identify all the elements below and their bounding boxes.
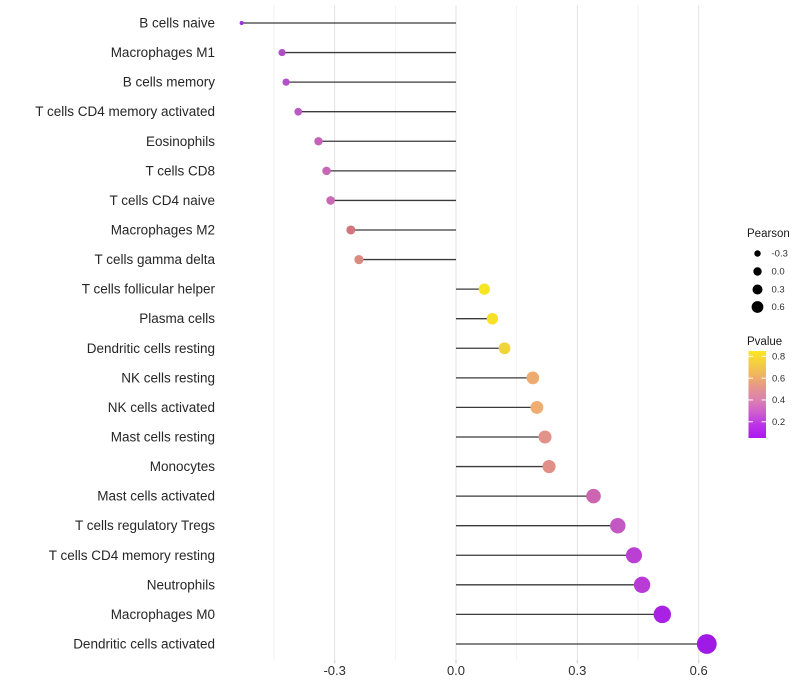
lollipop-dot [354, 254, 364, 265]
lollipop-dot [278, 48, 286, 57]
lollipop-stems [241, 22, 707, 645]
lollipop-dot [538, 430, 552, 444]
x-tick-label: -0.3 [323, 663, 345, 678]
category-label: Plasma cells [139, 311, 215, 326]
lollipop-dot [294, 107, 303, 116]
lollipop-dot [586, 488, 601, 504]
category-label: Macrophages M1 [111, 45, 215, 60]
category-label: Mast cells activated [97, 489, 215, 504]
category-label: Mast cells resting [111, 429, 215, 444]
legend: Pearson -0.3 0.0 0.3 0.6 Pvalue 0.8 0.6 0.4 0.2 [747, 228, 790, 438]
category-label: T cells CD4 memory activated [35, 104, 215, 119]
lollipop-dot [542, 459, 556, 474]
category-label: T cells follicular helper [82, 282, 216, 297]
legend-size-dot [752, 284, 763, 295]
legend-colorbar [748, 351, 766, 438]
lollipop-dot [478, 283, 490, 295]
lollipop-dots [239, 21, 717, 654]
category-label: T cells CD8 [145, 163, 215, 178]
lollipop-dot [239, 21, 244, 25]
legend-colorbar-label: 0.6 [772, 373, 785, 384]
lollipop-dot [696, 634, 717, 654]
lollipop-dot [625, 547, 643, 564]
legend-size-dot [753, 267, 762, 276]
category-label: T cells CD4 memory resting [49, 548, 215, 563]
lollipop-dot [498, 342, 511, 355]
legend-size-label: -0.3 [772, 249, 788, 260]
x-tick-label: 0.0 [447, 663, 465, 678]
category-label: Dendritic cells activated [73, 636, 215, 651]
category-label: T cells regulatory Tregs [75, 518, 215, 533]
lollipop-dot [633, 576, 651, 594]
legend-colorbar-label: 0.8 [772, 352, 785, 363]
category-label: Dendritic cells resting [87, 341, 215, 356]
legend-size-label: 0.0 [772, 267, 785, 278]
category-label: Macrophages M2 [111, 222, 215, 237]
lollipop-dot [326, 196, 335, 205]
category-label: Eosinophils [146, 134, 215, 149]
legend-color-title: Pvalue [747, 336, 782, 348]
category-label: T cells gamma delta [94, 252, 215, 267]
category-label: B cells memory [123, 75, 216, 90]
legend-size-label: 0.6 [772, 302, 785, 313]
legend-colorbar-label: 0.2 [772, 417, 785, 428]
legend-size-dot [754, 250, 761, 257]
category-label: Macrophages M0 [111, 607, 215, 622]
lollipop-dot [322, 166, 331, 176]
lollipop-dot [314, 137, 323, 146]
lollipop-dot [653, 605, 672, 624]
legend-size-title: Pearson [747, 228, 790, 240]
x-tick-label: 0.6 [690, 663, 708, 678]
y-axis-category-labels: B cells naive Macrophages M1 B cells memor… [35, 16, 215, 652]
category-label: NK cells activated [108, 400, 215, 415]
x-axis-tick-labels: -0.3 0.0 0.3 0.6 [323, 663, 707, 678]
gridlines-major [334, 5, 700, 660]
lollipop-dot [486, 312, 499, 325]
lollipop-dot [610, 517, 626, 534]
category-label: B cells naive [139, 16, 215, 31]
lollipop-dot [530, 401, 544, 414]
category-label: Neutrophils [147, 577, 216, 592]
legend-size-dot [751, 301, 764, 313]
legend-size-label: 0.3 [772, 285, 785, 296]
category-label: T cells CD4 naive [109, 193, 215, 208]
x-tick-label: 0.3 [568, 663, 586, 678]
lollipop-dot [526, 371, 540, 385]
legend-colorbar-label: 0.4 [772, 395, 785, 406]
lollipop-dot [346, 225, 356, 235]
category-label: NK cells resting [121, 370, 215, 385]
x-axis-ticks [334, 660, 700, 664]
lollipop-dot [282, 78, 290, 86]
category-label: Monocytes [150, 459, 216, 474]
